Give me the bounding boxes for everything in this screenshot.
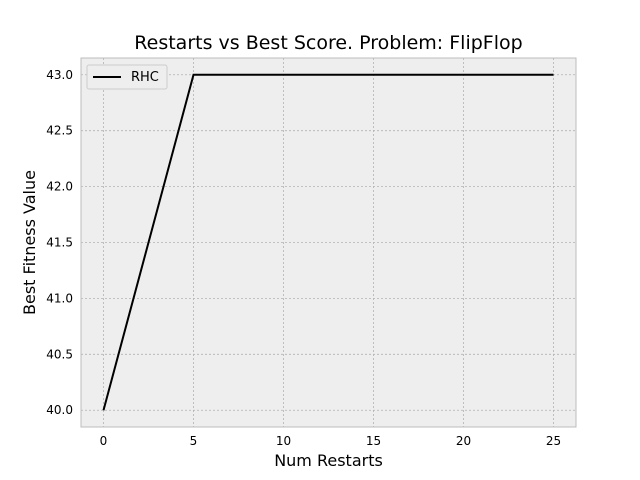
- x-axis-label: Num Restarts: [274, 451, 383, 470]
- x-tick-label: 25: [546, 434, 561, 448]
- y-tick-label: 40.5: [46, 347, 73, 361]
- y-tick-label: 43.0: [46, 68, 73, 82]
- x-tick-label: 5: [190, 434, 198, 448]
- y-axis-ticks: 40.0 40.5 41.0 41.5 42.0 42.5 43.0: [46, 68, 73, 417]
- x-tick-label: 15: [366, 434, 381, 448]
- x-axis-ticks: 0 5 10 15 20 25: [100, 434, 561, 448]
- legend-box: [86, 64, 168, 90]
- chart-title: Restarts vs Best Score. Problem: FlipFlo…: [134, 32, 522, 54]
- x-tick-label: 10: [276, 434, 291, 448]
- y-tick-label: 40.0: [46, 403, 73, 417]
- y-tick-label: 41.5: [46, 236, 73, 250]
- x-tick-label: 0: [100, 434, 108, 448]
- series-layer: [102, 73, 554, 411]
- x-tick-label: 20: [456, 434, 471, 448]
- y-axis-label: Best Fitness Value: [20, 170, 39, 315]
- series-line-rhc: [102, 73, 554, 411]
- legend: RHC: [86, 64, 168, 90]
- legend-label-rhc: RHC: [131, 70, 159, 85]
- plot-frame: [80, 57, 577, 428]
- y-tick-label: 42.0: [46, 180, 73, 194]
- y-tick-label: 41.0: [46, 291, 73, 305]
- y-tick-label: 42.5: [46, 124, 73, 138]
